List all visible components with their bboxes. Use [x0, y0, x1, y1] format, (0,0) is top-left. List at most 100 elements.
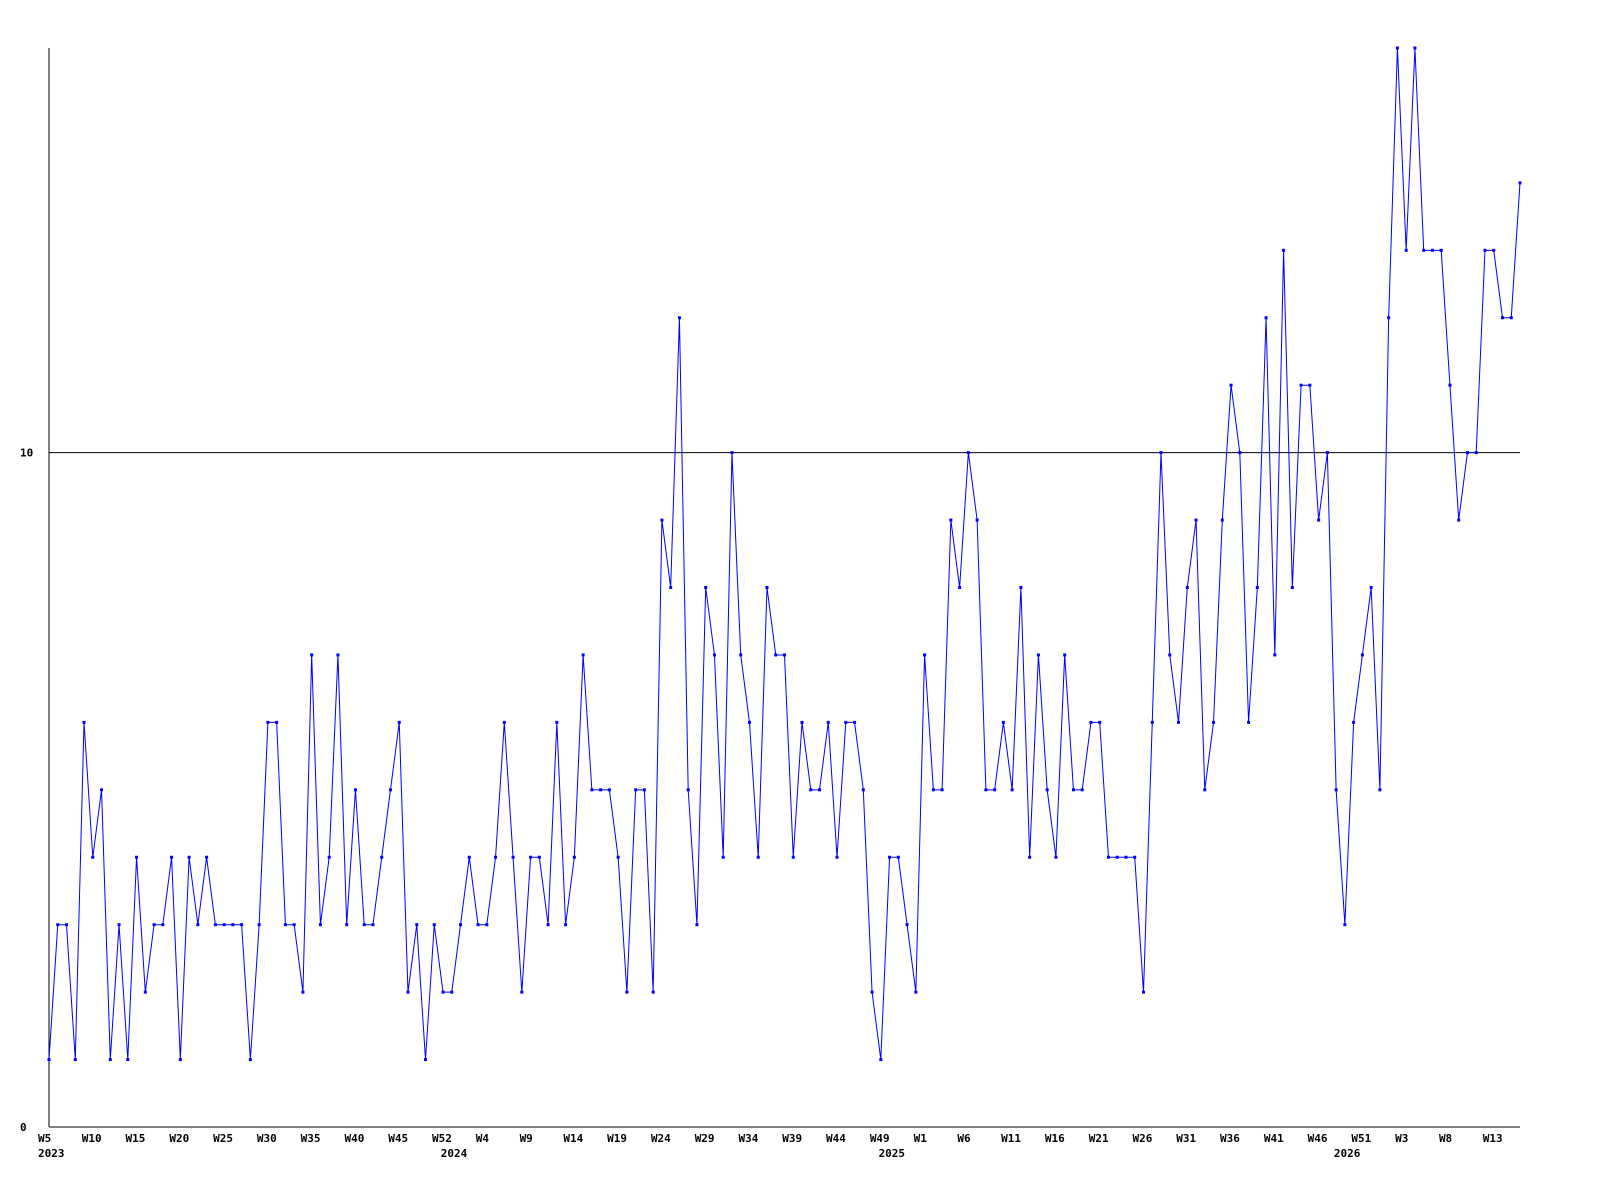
point	[625, 990, 629, 994]
point	[861, 788, 865, 792]
point	[818, 788, 822, 792]
x-tick-label: W25	[213, 1132, 233, 1145]
point	[1299, 383, 1303, 387]
point	[511, 855, 515, 859]
point	[958, 586, 962, 589]
point	[108, 1058, 112, 1062]
point	[502, 720, 506, 724]
point	[1509, 316, 1513, 320]
point	[240, 923, 244, 927]
point	[1133, 855, 1137, 859]
x-tick-label: W31	[1176, 1132, 1196, 1145]
point	[923, 653, 927, 657]
point	[1212, 720, 1216, 724]
x-tick-label: W36	[1220, 1132, 1240, 1145]
point	[1378, 788, 1382, 792]
point	[1124, 855, 1128, 859]
point	[301, 990, 305, 994]
point	[607, 788, 611, 792]
point	[747, 720, 751, 724]
point	[695, 923, 699, 927]
point	[1106, 855, 1110, 859]
point	[424, 1058, 428, 1062]
point	[126, 1058, 130, 1062]
point	[1185, 586, 1189, 589]
point	[1141, 990, 1145, 994]
point	[756, 855, 760, 859]
x-tick-label: W15	[126, 1132, 146, 1145]
point	[984, 788, 988, 792]
point	[1001, 720, 1005, 724]
point	[318, 923, 322, 927]
point	[1448, 383, 1452, 387]
x-tick-label: W26	[1132, 1132, 1152, 1145]
point	[1247, 720, 1251, 724]
point	[327, 855, 331, 859]
point	[572, 855, 576, 859]
x-tick-label: W8	[1439, 1132, 1452, 1145]
point	[1457, 518, 1461, 522]
point	[1430, 248, 1434, 252]
point	[520, 990, 524, 994]
x-tick-label: W6	[957, 1132, 971, 1145]
point	[765, 586, 769, 589]
point	[310, 653, 314, 657]
point	[161, 923, 165, 927]
point	[1308, 383, 1312, 387]
point	[459, 923, 463, 927]
point	[949, 518, 953, 522]
point	[581, 653, 585, 657]
point	[555, 720, 559, 724]
point	[257, 923, 261, 927]
point	[1220, 518, 1224, 522]
point	[1194, 518, 1198, 522]
point	[660, 518, 664, 522]
point	[248, 1058, 252, 1062]
point	[1063, 653, 1067, 657]
point	[1080, 788, 1084, 792]
point	[835, 855, 839, 859]
x-year-label: 2024	[441, 1147, 468, 1160]
point	[1317, 518, 1321, 522]
x-tick-label: W52	[432, 1132, 452, 1145]
point	[1089, 720, 1093, 724]
point	[1036, 653, 1040, 657]
point	[1439, 248, 1443, 252]
x-tick-label: W40	[344, 1132, 364, 1145]
x-year-label: 2026	[1334, 1147, 1361, 1160]
point	[450, 990, 454, 994]
x-year-label: 2025	[879, 1147, 906, 1160]
point	[152, 923, 156, 927]
x-tick-label: W9	[520, 1132, 533, 1145]
point	[371, 923, 375, 927]
point	[966, 451, 970, 455]
x-tick-label: W34	[738, 1132, 758, 1145]
point	[1492, 248, 1496, 252]
point	[993, 788, 997, 792]
point	[441, 990, 445, 994]
point	[205, 855, 209, 859]
point	[1413, 46, 1417, 50]
x-tick-label: W45	[388, 1132, 408, 1145]
point	[213, 923, 217, 927]
x-tick-label: W13	[1483, 1132, 1503, 1145]
x-tick-label: W14	[563, 1132, 583, 1145]
point	[599, 788, 603, 792]
x-tick-label: W21	[1089, 1132, 1109, 1145]
point	[1282, 248, 1286, 252]
point	[975, 518, 979, 522]
point	[800, 720, 804, 724]
point	[485, 923, 489, 927]
x-tick-label: W5	[38, 1132, 51, 1145]
point	[196, 923, 200, 927]
point	[1010, 788, 1014, 792]
point	[905, 923, 909, 927]
point	[1115, 855, 1119, 859]
point	[476, 923, 480, 927]
point	[231, 923, 235, 927]
point	[1019, 586, 1023, 589]
point	[467, 855, 471, 859]
point	[546, 923, 550, 927]
x-tick-label: W19	[607, 1132, 627, 1145]
